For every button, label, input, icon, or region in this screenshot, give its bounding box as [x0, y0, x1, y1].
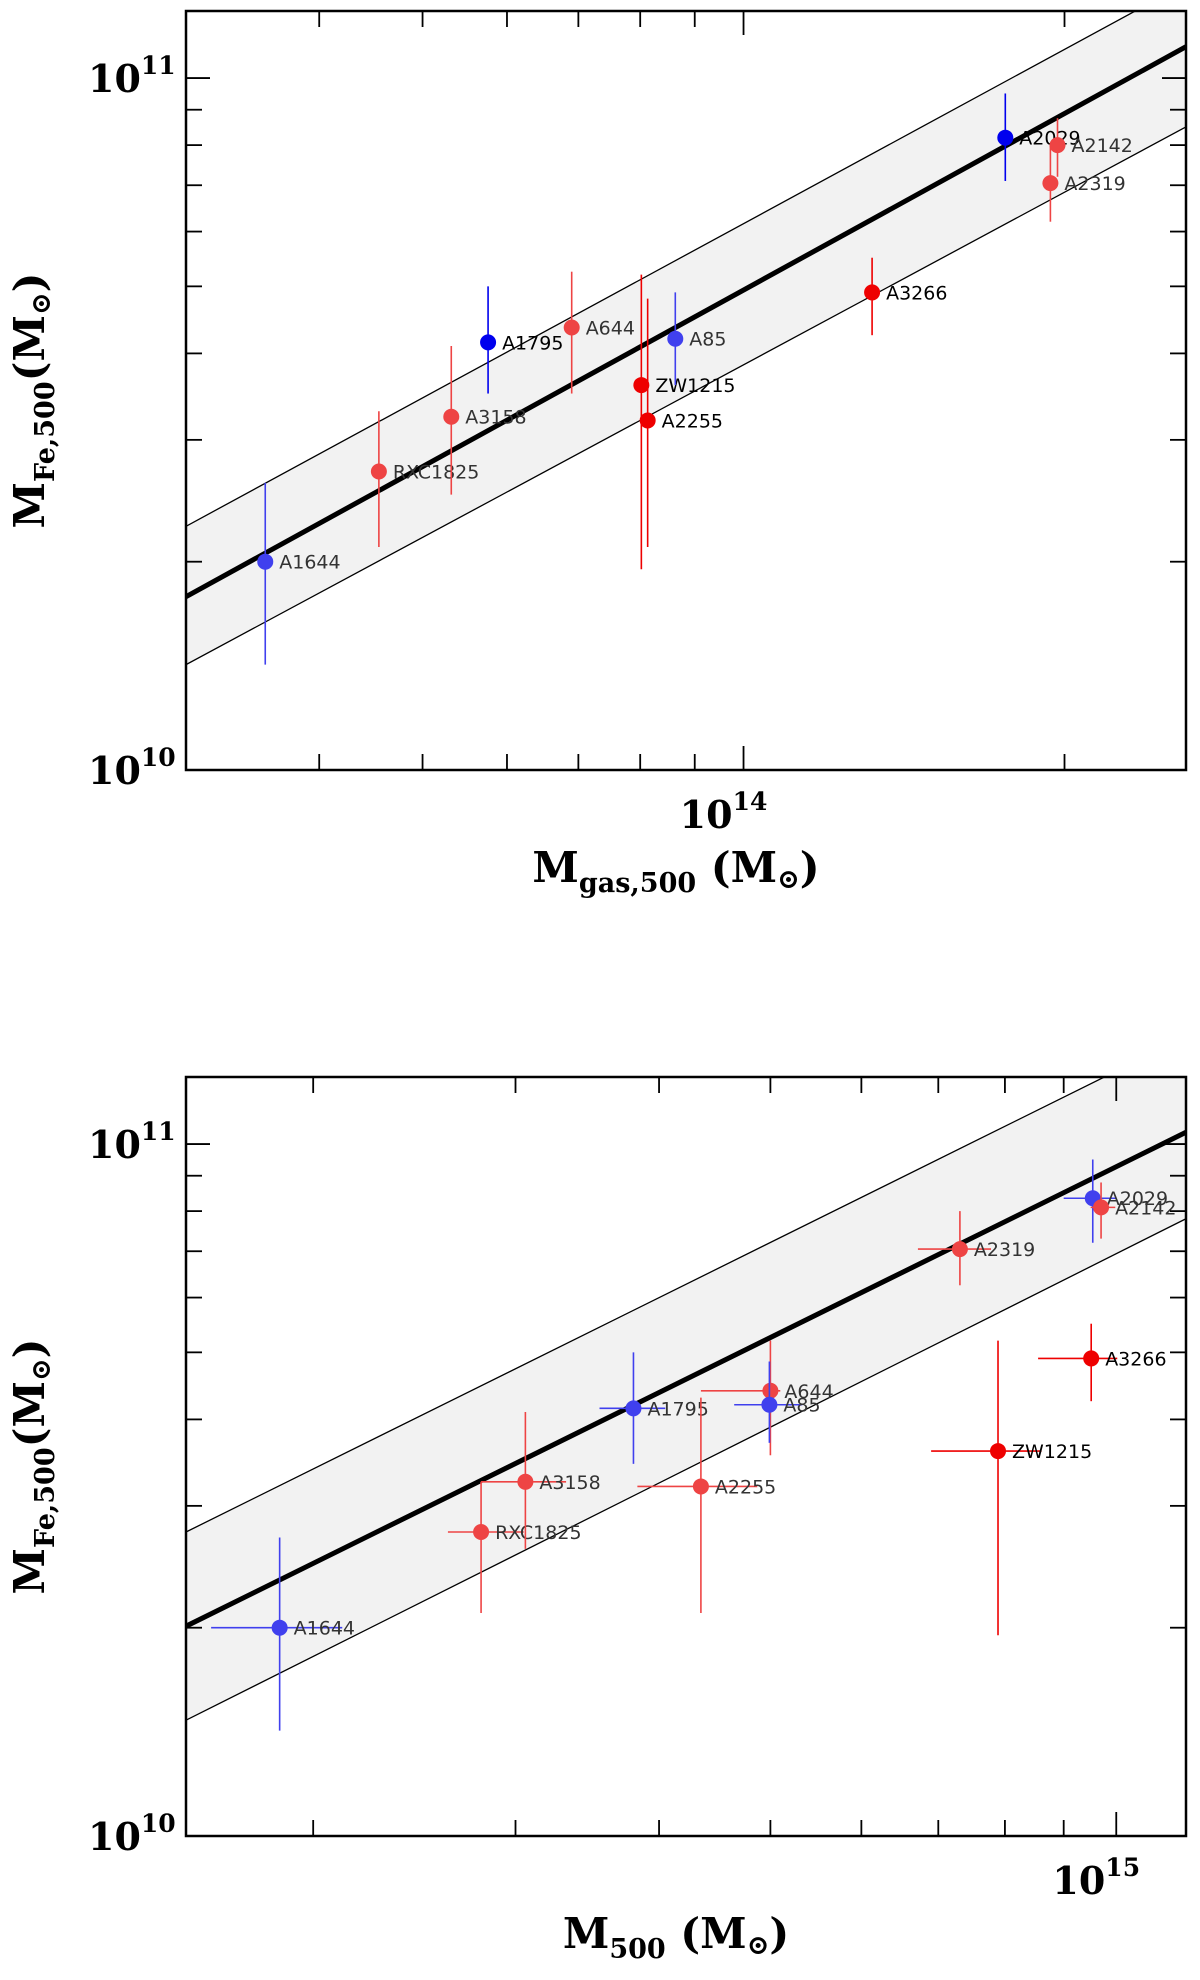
point-a85: A85 — [734, 1361, 821, 1443]
point-label: A85 — [689, 329, 726, 351]
point-label: A3158 — [539, 1472, 600, 1494]
marker — [625, 1400, 642, 1417]
point-a644: A644 — [563, 271, 635, 394]
y-tick-label: 1011 — [88, 1117, 176, 1167]
confidence-band — [186, 11, 1186, 665]
marker — [1049, 137, 1066, 154]
best-fit-line — [186, 44, 1186, 599]
plot-area: A1644 RXC1825 A3158 A1795 A644 ZW1215 A2255 A85… — [186, 11, 1186, 666]
x-axis-label: M500 (M⊙) — [563, 1909, 789, 1965]
point-label: A1795 — [647, 1398, 708, 1420]
point-label: A2319 — [974, 1239, 1035, 1261]
marker — [1042, 175, 1059, 192]
marker — [667, 330, 684, 347]
point-a2142: A2142 — [1090, 1182, 1176, 1239]
marker — [370, 463, 387, 480]
marker — [639, 412, 656, 429]
marker — [864, 284, 881, 301]
y-tick-label: 1011 — [88, 51, 176, 101]
marker — [517, 1473, 534, 1490]
marker — [271, 1619, 288, 1636]
marker — [633, 377, 650, 394]
point-label: A1644 — [279, 552, 340, 574]
point-label: RXC1825 — [393, 462, 479, 484]
point-zw1215: ZW1215 — [931, 1340, 1092, 1636]
point-a85: A85 — [667, 292, 726, 386]
point-label: A1644 — [294, 1618, 355, 1640]
point-label: A2255 — [715, 1476, 776, 1498]
point-a3266: A3266 — [864, 257, 947, 336]
marker — [563, 319, 580, 336]
point-label: A644 — [586, 318, 635, 340]
x-axis-label: Mgas,500 (M⊙) — [532, 843, 819, 899]
y-axis-label: MFe,500(M⊙) — [5, 272, 61, 528]
marker — [951, 1241, 968, 1258]
point-a2255: A2255 — [637, 1397, 776, 1614]
point-a1644: A1644 — [211, 1537, 355, 1731]
point-label: A3158 — [465, 407, 526, 429]
point-a3158: A3158 — [481, 1411, 601, 1549]
marker — [257, 553, 274, 570]
point-label: A3266 — [886, 282, 947, 304]
marker — [1093, 1199, 1110, 1216]
confidence-band — [186, 1077, 1186, 1721]
point-label: ZW1215 — [655, 375, 735, 397]
plot-frame — [184, 9, 1188, 772]
point-rxc1825: RXC1825 — [370, 411, 479, 548]
marker — [1083, 1350, 1100, 1367]
band-upper-line — [186, 11, 1137, 527]
point-a3158: A3158 — [443, 345, 527, 495]
point-label: A2142 — [1115, 1197, 1176, 1219]
point-label: A2029 — [1107, 1188, 1168, 1210]
y-tick-label: 1010 — [88, 1809, 176, 1859]
point-a1795: A1795 — [599, 1352, 709, 1464]
point-label: A85 — [783, 1395, 820, 1417]
point-a2319: A2319 — [1042, 145, 1126, 222]
point-label: ZW1215 — [1012, 1441, 1092, 1463]
point-label: A2142 — [1072, 135, 1133, 157]
marker — [761, 1396, 778, 1413]
y-tick-label: 1010 — [88, 743, 176, 793]
band-lower-line — [186, 126, 1186, 666]
marker — [997, 129, 1014, 146]
marker — [692, 1478, 709, 1495]
marker — [762, 1382, 779, 1399]
best-fit-line — [186, 1130, 1186, 1629]
point-a1644: A1644 — [257, 482, 341, 665]
marker — [990, 1443, 1007, 1460]
point-a3266: A3266 — [1038, 1323, 1167, 1402]
point-a2255: A2255 — [639, 298, 723, 548]
x-tick-label: 1015 — [1052, 1853, 1140, 1903]
plot-frame — [184, 1075, 1188, 1838]
point-a1795: A1795 — [480, 286, 563, 394]
marker — [480, 334, 497, 351]
point-label: A2255 — [662, 410, 723, 432]
point-rxc1825: RXC1825 — [447, 1481, 582, 1614]
point-label: RXC1825 — [495, 1522, 581, 1544]
point-a2142: A2142 — [1049, 118, 1133, 177]
marker — [473, 1524, 490, 1541]
x-tick-label: 1014 — [680, 787, 768, 837]
marker — [443, 408, 460, 425]
point-label: A2319 — [1064, 173, 1125, 195]
y-axis-label: MFe,500(M⊙) — [5, 1338, 61, 1594]
point-label: A1795 — [502, 332, 563, 354]
point-a2319: A2319 — [917, 1211, 1035, 1286]
point-a644: A644 — [700, 1340, 834, 1456]
point-label: A3266 — [1105, 1348, 1166, 1370]
panel-top: A1644 RXC1825 A3158 A1795 A644 ZW1215 A2255 A85… — [5, 9, 1188, 899]
band-upper-line — [186, 1077, 1106, 1533]
point-label: A644 — [784, 1381, 833, 1403]
band-lower-line — [186, 1218, 1186, 1721]
